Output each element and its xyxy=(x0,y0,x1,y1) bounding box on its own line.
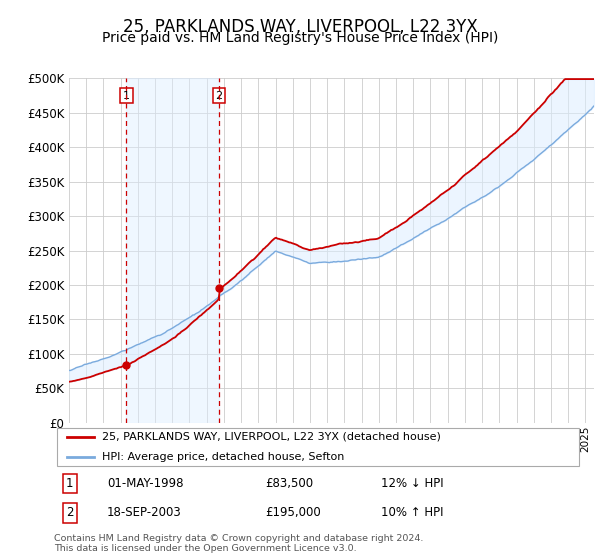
Text: 1: 1 xyxy=(66,477,74,490)
Text: 10% ↑ HPI: 10% ↑ HPI xyxy=(382,506,444,519)
Text: 2: 2 xyxy=(215,91,223,101)
Text: HPI: Average price, detached house, Sefton: HPI: Average price, detached house, Seft… xyxy=(101,452,344,461)
Text: 18-SEP-2003: 18-SEP-2003 xyxy=(107,506,182,519)
Text: 2: 2 xyxy=(66,506,74,519)
Text: 1: 1 xyxy=(123,91,130,101)
Text: Price paid vs. HM Land Registry's House Price Index (HPI): Price paid vs. HM Land Registry's House … xyxy=(102,31,498,45)
Text: 01-MAY-1998: 01-MAY-1998 xyxy=(107,477,184,490)
Text: 25, PARKLANDS WAY, LIVERPOOL, L22 3YX (detached house): 25, PARKLANDS WAY, LIVERPOOL, L22 3YX (d… xyxy=(101,432,440,441)
Text: £195,000: £195,000 xyxy=(265,506,321,519)
Text: 12% ↓ HPI: 12% ↓ HPI xyxy=(382,477,444,490)
Text: £83,500: £83,500 xyxy=(265,477,313,490)
Bar xyxy=(127,78,219,423)
Text: Contains HM Land Registry data © Crown copyright and database right 2024.
This d: Contains HM Land Registry data © Crown c… xyxy=(54,534,424,553)
Text: 25, PARKLANDS WAY, LIVERPOOL, L22 3YX: 25, PARKLANDS WAY, LIVERPOOL, L22 3YX xyxy=(122,18,478,36)
FancyBboxPatch shape xyxy=(56,428,580,465)
